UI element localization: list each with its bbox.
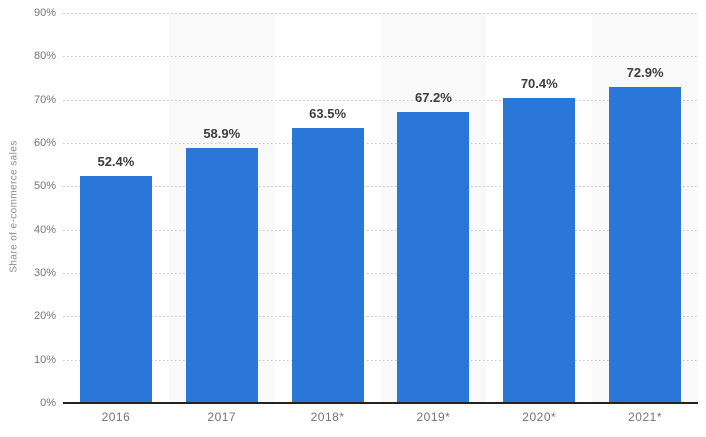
- gridline-50: [63, 186, 698, 188]
- x-label-2018*: 2018*: [310, 410, 345, 424]
- x-label-2019*: 2019*: [416, 410, 451, 424]
- gridline-70: [63, 99, 698, 101]
- y-tick-10%: 10%: [33, 353, 56, 366]
- gridline-80: [63, 56, 698, 58]
- value-label-2018*: 63.5%: [309, 105, 347, 121]
- bar-2021*: [609, 87, 682, 403]
- value-label-2019*: 67.2%: [414, 89, 452, 105]
- y-tick-40%: 40%: [33, 223, 56, 236]
- bar-2019*: [397, 111, 470, 403]
- bar-2020*: [503, 97, 576, 403]
- gridline-60: [63, 143, 698, 144]
- value-label-2017: 58.9%: [203, 125, 241, 141]
- y-tick-60%: 60%: [33, 137, 56, 149]
- x-label-2016: 2016: [101, 410, 131, 424]
- gridline-30: [63, 273, 698, 274]
- plot-area: 52.4% 58.9% 63.5% 67.2% 70.4% 72.9%: [63, 13, 698, 404]
- gridline-10: [63, 359, 698, 361]
- x-axis-line: [63, 402, 698, 404]
- bar-2018*: [291, 127, 364, 403]
- y-tick-80%: 80%: [33, 50, 56, 63]
- y-tick-30%: 30%: [33, 267, 56, 279]
- gridline-40: [63, 229, 698, 231]
- value-label-2021*: 72.9%: [626, 65, 664, 81]
- value-label-2020*: 70.4%: [520, 75, 558, 91]
- gridline-90: [63, 13, 698, 14]
- gridline-20: [63, 316, 698, 318]
- value-label-2016: 52.4%: [97, 153, 135, 169]
- y-tick-20%: 20%: [33, 310, 56, 323]
- x-label-2020*: 2020*: [522, 410, 557, 424]
- y-tick-50%: 50%: [33, 180, 56, 193]
- bar-2016: [79, 175, 152, 403]
- y-tick-70%: 70%: [33, 93, 56, 106]
- bar-2017: [185, 147, 258, 403]
- y-tick-0%: 0%: [40, 397, 56, 409]
- x-label-2021*: 2021*: [628, 410, 662, 424]
- x-label-2017: 2017: [207, 410, 237, 424]
- y-tick-90%: 90%: [33, 7, 56, 19]
